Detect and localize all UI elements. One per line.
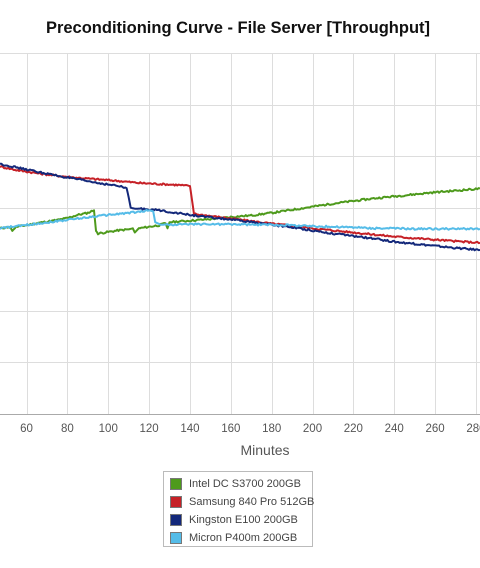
legend-label: Kingston E100 200GB <box>189 514 298 526</box>
legend-item: Intel DC S3700 200GB <box>170 475 312 493</box>
legend-swatch <box>170 478 182 490</box>
chart-title: Preconditioning Curve - File Server [Thr… <box>45 19 431 37</box>
x-tick-label: 60 <box>20 423 33 435</box>
legend-label: Micron P400m 200GB <box>189 532 298 544</box>
x-tick-label: 80 <box>61 423 74 435</box>
x-tick-label: 240 <box>385 423 404 435</box>
series-line <box>0 209 480 231</box>
legend-label: Intel DC S3700 200GB <box>189 478 301 490</box>
x-tick-label: 100 <box>99 423 118 435</box>
legend-swatch <box>170 514 182 526</box>
x-tick-label: 260 <box>425 423 444 435</box>
x-tick-label: 120 <box>140 423 159 435</box>
legend-swatch <box>170 496 182 508</box>
x-axis-label: Minutes <box>240 442 289 458</box>
legend-item: Micron P400m 200GB <box>170 529 312 547</box>
legend-item: Kingston E100 200GB <box>170 511 312 529</box>
x-tick-label: 280 <box>466 423 480 435</box>
x-axis-ticks: 60 80 100 120 140 160 180 200 220 240 260 280 <box>20 423 480 435</box>
x-tick-label: 160 <box>221 423 240 435</box>
x-tick-label: 220 <box>344 423 363 435</box>
grid <box>0 53 480 415</box>
legend-item: Samsung 840 Pro 512GB <box>170 493 315 511</box>
legend-label: Samsung 840 Pro 512GB <box>189 496 315 508</box>
x-tick-label: 140 <box>180 423 199 435</box>
series-line <box>0 162 480 252</box>
series-lines <box>0 162 480 252</box>
legend-swatch <box>170 532 182 544</box>
series-line <box>0 187 480 236</box>
x-tick-label: 180 <box>262 423 281 435</box>
x-tick-label: 200 <box>303 423 322 435</box>
legend: Intel DC S3700 200GB Samsung 840 Pro 512G… <box>163 471 315 547</box>
